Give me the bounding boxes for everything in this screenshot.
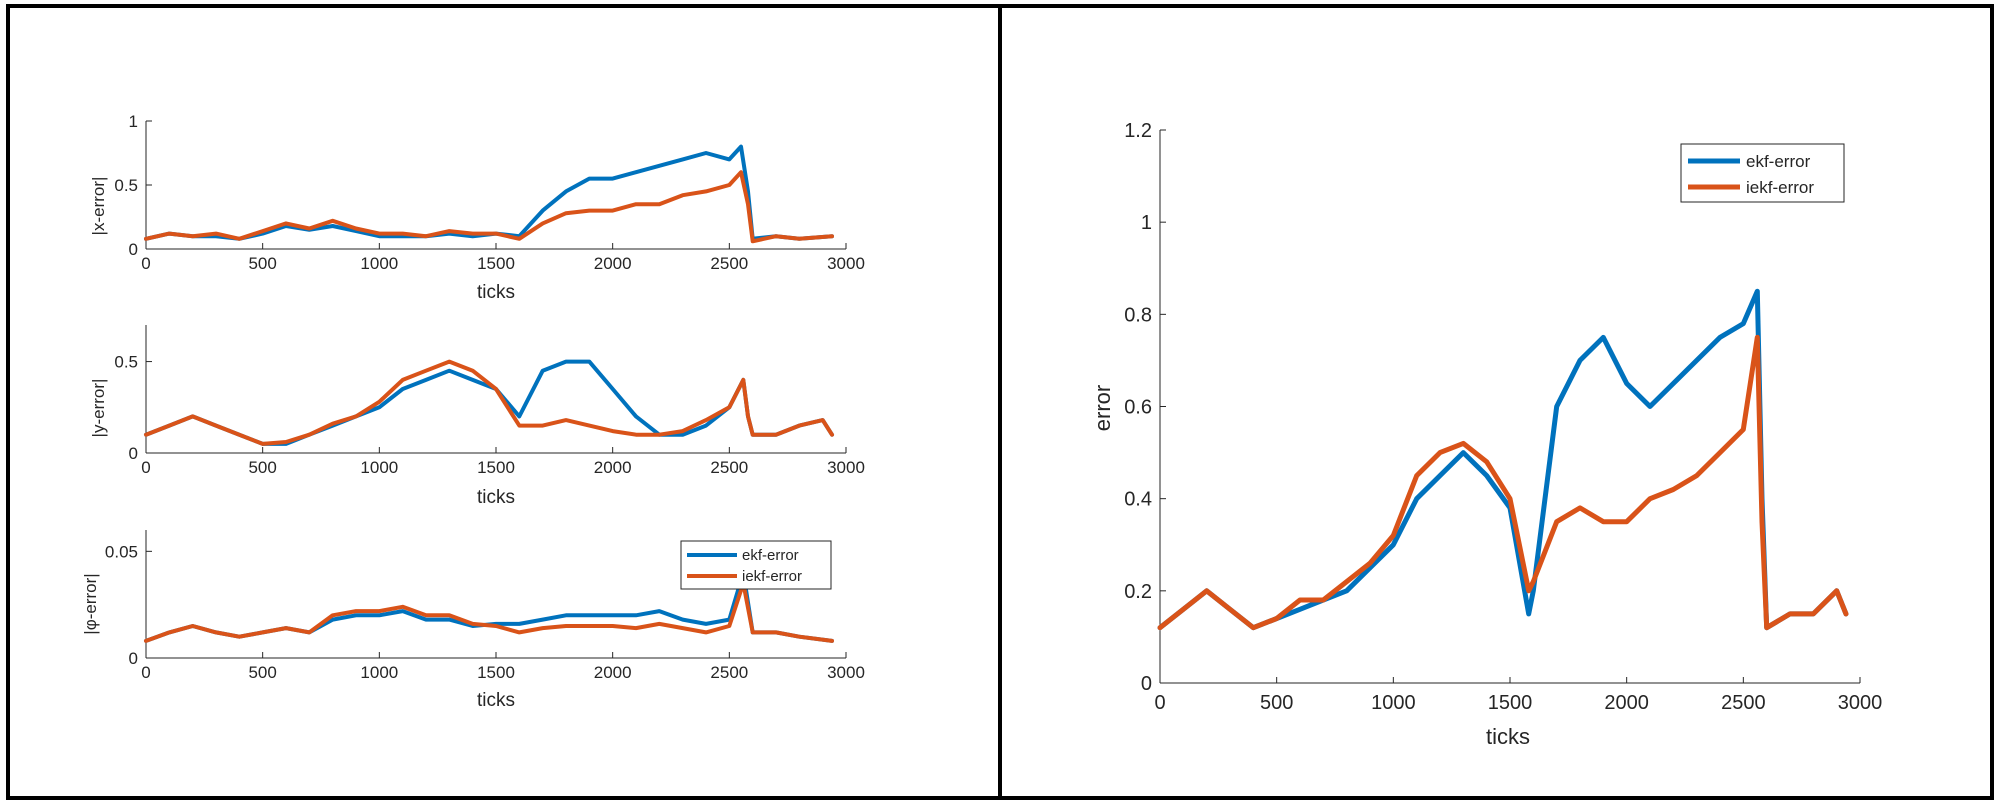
- error-iekf-error-line: [1157, 334, 1849, 631]
- error-x-tick-label: 500: [1260, 692, 1293, 714]
- right-legend-box: [1680, 143, 1845, 203]
- y-error-x-tick-label: 3000: [827, 458, 865, 477]
- error-x-tick-label: 2500: [1721, 692, 1766, 714]
- phi-error-x-tick-label: 1000: [360, 663, 398, 682]
- left-legend-box: [680, 540, 832, 590]
- x-error-iekf-error-line: [144, 170, 834, 244]
- phi-error-y-tick-label: 0: [129, 649, 138, 668]
- x-error-x-tick-label: 3000: [827, 254, 865, 273]
- error-x-tick-label: 1500: [1488, 692, 1533, 714]
- error-y-tick-label: 0.4: [1124, 489, 1152, 511]
- x-error-x-tick-label: 500: [248, 254, 276, 273]
- x-error-ylabel: |x-error|: [89, 177, 108, 236]
- right-legend: ekf-error iekf-error: [1680, 143, 1845, 203]
- error-y-tick-label: 1.2: [1124, 120, 1152, 142]
- error-x-tick-label: 1000: [1371, 692, 1416, 714]
- phi-error-x-tick-label: 2500: [710, 663, 748, 682]
- x-error-x-tick-label: 0: [141, 254, 150, 273]
- phi-error-xlabel: ticks: [477, 690, 515, 711]
- y-error-x-tick-label: 1000: [360, 458, 398, 477]
- phi-error-x-tick-label: 0: [141, 663, 150, 682]
- error-plot: 0 500 1000 1500 2000 2500 3000 0 0.2 0.4 0.6 0.8 1 1.…: [1090, 120, 1882, 749]
- error-y-tick-label: 0: [1141, 673, 1152, 695]
- left-legend-ekf-label: ekf-error: [742, 547, 799, 564]
- phi-error-iekf-error-line: [144, 581, 834, 643]
- phi-error-y-tick-label: 0.05: [105, 542, 138, 561]
- error-axes: 0 500 1000 1500 2000 2500 3000 0 0.2 0.4 0.6 0.8 1 1.…: [1124, 120, 1882, 714]
- y-error-axes: 0 500 1000 1500 2000 2500 3000 0 0.5: [114, 325, 865, 477]
- x-error-xlabel: ticks: [477, 282, 515, 303]
- x-error-x-tick-label: 1000: [360, 254, 398, 273]
- y-error-ylabel: |y-error|: [89, 379, 108, 438]
- y-error-x-tick-label: 1500: [477, 458, 515, 477]
- error-x-tick-label: 3000: [1838, 692, 1883, 714]
- error-y-tick-label: 0.8: [1124, 304, 1152, 326]
- y-error-x-tick-label: 2000: [594, 458, 632, 477]
- x-error-y-tick-label: 0.5: [114, 176, 138, 195]
- right-panel-frame: [998, 4, 1994, 800]
- x-error-x-tick-label: 1500: [477, 254, 515, 273]
- error-y-tick-label: 1: [1141, 212, 1152, 234]
- left-legend: ekf-error iekf-error: [680, 540, 832, 590]
- y-error-y-tick-label: 0.5: [114, 353, 138, 372]
- right-legend-iekf-label: iekf-error: [1746, 178, 1814, 197]
- y-error-iekf-error-line: [144, 359, 834, 446]
- y-error-xlabel: ticks: [477, 487, 515, 508]
- right-legend-ekf-label: ekf-error: [1746, 152, 1811, 171]
- left-legend-iekf-label: iekf-error: [742, 568, 802, 585]
- x-error-y-tick-label: 0: [129, 240, 138, 259]
- y-error-y-tick-label: 0: [129, 444, 138, 463]
- phi-error-x-tick-label: 1500: [477, 663, 515, 682]
- y-error-x-tick-label: 500: [248, 458, 276, 477]
- x-error-axes: 0 500 1000 1500 2000 2500 3000 0 0.5 1: [114, 112, 865, 273]
- error-xlabel: ticks: [1486, 724, 1530, 749]
- x-error-x-tick-label: 2500: [710, 254, 748, 273]
- error-x-tick-label: 0: [1154, 692, 1165, 714]
- y-error-subplot: 0 500 1000 1500 2000 2500 3000 0 0.5 |y-error| t…: [89, 325, 865, 508]
- error-y-tick-label: 0.2: [1124, 581, 1152, 603]
- phi-error-ylabel: |φ-error|: [81, 573, 100, 634]
- phi-error-axes: 0 500 1000 1500 2000 2500 3000 0 0.05: [105, 530, 865, 682]
- error-y-tick-label: 0.6: [1124, 397, 1152, 419]
- x-error-y-tick-label: 1: [129, 112, 138, 131]
- phi-error-x-tick-label: 3000: [827, 663, 865, 682]
- phi-error-x-tick-label: 2000: [594, 663, 632, 682]
- error-ylabel: error: [1090, 385, 1115, 431]
- phi-error-x-tick-label: 500: [248, 663, 276, 682]
- y-error-x-tick-label: 2500: [710, 458, 748, 477]
- y-error-x-tick-label: 0: [141, 458, 150, 477]
- error-x-tick-label: 2000: [1604, 692, 1649, 714]
- right-panel: 0 500 1000 1500 2000 2500 3000 0 0.2 0.4 0.6 0.8 1 1.…: [998, 4, 1994, 800]
- x-error-x-tick-label: 2000: [594, 254, 632, 273]
